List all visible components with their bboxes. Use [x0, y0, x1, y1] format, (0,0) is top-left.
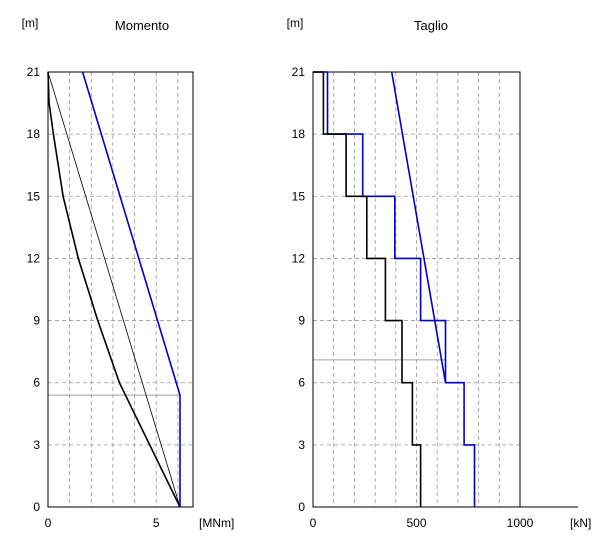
y-tick-label: 21 [292, 65, 306, 79]
y-tick-label: 18 [27, 127, 41, 141]
y-tick-label: 6 [298, 376, 305, 390]
plot-frame [47, 71, 194, 508]
x-tick-label: 5 [153, 516, 160, 530]
y-tick-label: 9 [33, 314, 40, 328]
y-tick-label: 3 [298, 438, 305, 452]
y-tick-label: 9 [298, 314, 305, 328]
series-line [47, 71, 181, 508]
y-tick-label: 15 [292, 189, 306, 203]
y-tick-label: 12 [292, 251, 306, 265]
chart-taglio: Taglio [m] [kN] 0 3 6 9 12 15 18 21 0 500 1000 [287, 16, 592, 530]
series-line [81, 71, 181, 507]
y-tick-label: 18 [292, 127, 306, 141]
y-tick-label: 15 [27, 189, 41, 203]
y-tick-label: 12 [27, 251, 41, 265]
y-tick-label: 21 [27, 65, 41, 79]
series-line [47, 71, 181, 508]
series-line [313, 71, 422, 507]
y-axis-label: [m] [22, 16, 39, 30]
y-tick-label: 0 [298, 500, 305, 514]
x-axis-label: [kN] [570, 516, 591, 530]
plot-area: 0 3 6 9 12 15 18 21 0 5 [27, 65, 194, 530]
y-tick-label: 0 [33, 500, 40, 514]
x-tick-label: 500 [406, 516, 426, 530]
series-line [313, 71, 476, 507]
chart-title: Taglio [414, 18, 448, 33]
x-tick-label: 0 [310, 516, 317, 530]
x-tick-label: 0 [45, 516, 52, 530]
y-tick-label: 3 [33, 438, 40, 452]
chart-title: Momento [115, 18, 169, 33]
plot-frame [312, 71, 521, 508]
plot-area: 0 3 6 9 12 15 18 21 0 500 1000 [292, 65, 578, 530]
y-tick-label: 6 [33, 376, 40, 390]
series-line [390, 71, 447, 383]
chart-momento: Momento [m] [MNm] 0 3 6 9 12 15 18 21 0 5 [22, 16, 235, 530]
y-axis-label: [m] [287, 16, 304, 30]
x-tick-label: 1000 [507, 516, 534, 530]
x-axis-label: [MNm] [199, 516, 234, 530]
